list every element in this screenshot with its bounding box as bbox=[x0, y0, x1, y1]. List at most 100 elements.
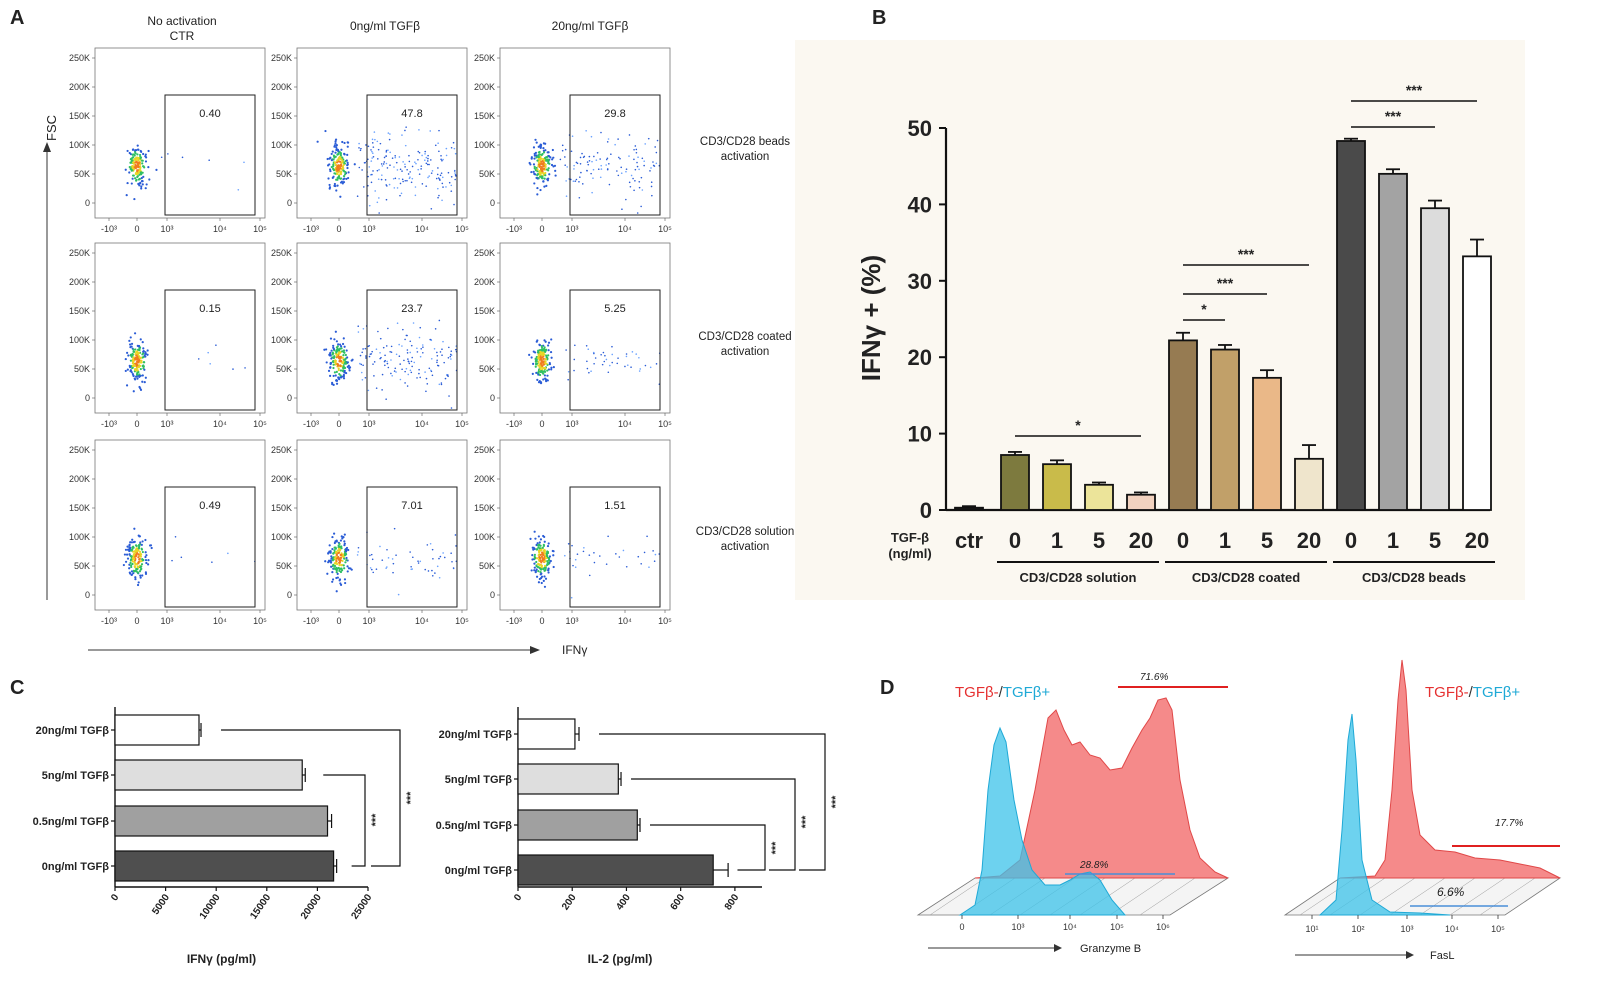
granzyme-pos-histogram bbox=[958, 726, 1127, 916]
x-tick-label: 0 bbox=[336, 419, 341, 429]
x-tick-label: 10⁴ bbox=[618, 616, 632, 626]
y-tick-label: 0 bbox=[287, 590, 292, 600]
bracket-3 bbox=[599, 733, 826, 871]
y-tick-label: 0 bbox=[287, 198, 292, 208]
bar-g3-0 bbox=[1336, 140, 1366, 511]
category-label: 0.5ng/ml TGFβ bbox=[436, 820, 513, 832]
fasl-tick-label: 10¹ bbox=[1305, 924, 1318, 934]
x-tick-label: 0 bbox=[134, 224, 139, 234]
panel-label-d: D bbox=[880, 677, 894, 699]
scatter-plot-r3-c1: 250K 200K 150K 100K 50K 0 -10³ 0 10³ 10⁴ 10⁵ 0.49 bbox=[69, 439, 267, 626]
x-tick-label: 10³ bbox=[160, 616, 173, 626]
y-tick-label: 50K bbox=[479, 561, 495, 571]
bar-g1-5-label: 5 bbox=[1093, 528, 1105, 553]
column-header-2: 0ng/ml TGFβ bbox=[350, 19, 420, 33]
x-tick-label: 10⁵ bbox=[658, 616, 672, 626]
row-label-line: activation bbox=[721, 346, 770, 358]
bar-g1-20 bbox=[1126, 493, 1156, 511]
granzyme-axis-label: Granzyme B bbox=[1080, 943, 1141, 955]
scatter-plot-r2-c1: 250K 200K 150K 100K 50K 0 -10³ 0 10³ 10⁴ 10⁵ 0.15 bbox=[69, 242, 267, 429]
granzyme-neg-histogram bbox=[974, 697, 1229, 879]
row-label-line: CD3/CD28 coated bbox=[698, 331, 791, 343]
x-tick-label: 10000 bbox=[198, 892, 223, 921]
x-tick-label: -10³ bbox=[303, 616, 319, 626]
plot-frame bbox=[94, 242, 266, 414]
x-tick-label: 10³ bbox=[362, 616, 375, 626]
x-tick-label: 0 bbox=[336, 224, 341, 234]
event-dots bbox=[124, 332, 246, 393]
y-tick-label: 20 bbox=[908, 345, 932, 370]
y-tick-label: 0 bbox=[287, 393, 292, 403]
x-tick-label: 10⁴ bbox=[618, 224, 632, 234]
bar-3 bbox=[114, 850, 335, 882]
scatter-plot-r1-c3: 250K 200K 150K 100K 50K 0 -10³ 0 10³ 10⁴ 10⁵ 29.8 bbox=[474, 47, 672, 234]
bar-g2-20-label: 20 bbox=[1297, 528, 1321, 553]
x-tick-label: -10³ bbox=[506, 224, 522, 234]
y-tick-label: 250K bbox=[69, 248, 90, 258]
significance-label: *** bbox=[1406, 82, 1423, 98]
bracket-1-label: *** bbox=[770, 841, 782, 855]
fasl-neg-histogram bbox=[1339, 659, 1561, 879]
y-tick-label: 0 bbox=[490, 590, 495, 600]
y-tick-label: 100K bbox=[474, 140, 495, 150]
group-label: CD3/CD28 coated bbox=[1192, 570, 1300, 585]
x-tick-label: 10⁵ bbox=[253, 419, 267, 429]
x-tick-label: -10³ bbox=[506, 419, 522, 429]
y-tick-label: 150K bbox=[69, 111, 90, 121]
y-tick-label: 0 bbox=[490, 393, 495, 403]
x-tick-label: -10³ bbox=[303, 224, 319, 234]
category-label: 20ng/ml TGFβ bbox=[439, 729, 513, 741]
y-tick-label: 50K bbox=[276, 364, 292, 374]
category-label: 0ng/ml TGFβ bbox=[42, 861, 110, 873]
gate-box bbox=[569, 94, 661, 216]
y-tick-label: 100K bbox=[69, 140, 90, 150]
fasl-axis-label: FasL bbox=[1430, 950, 1454, 962]
fasl-neg-pct: 17.7% bbox=[1495, 818, 1523, 829]
y-tick-label: 150K bbox=[69, 306, 90, 316]
granzyme-tick-label: 10⁶ bbox=[1156, 922, 1170, 932]
y-tick-label: 30 bbox=[908, 269, 932, 294]
fsc-axis-label: FSC bbox=[44, 115, 59, 141]
y-tick-label: 100K bbox=[474, 335, 495, 345]
event-dots bbox=[316, 126, 457, 214]
plot-frame bbox=[499, 439, 671, 611]
fsc-arrow-head bbox=[43, 142, 51, 152]
y-tick-label: 150K bbox=[474, 111, 495, 121]
scatter-plot-r2-c3: 250K 200K 150K 100K 50K 0 -10³ 0 10³ 10⁴ 10⁵ 5.25 bbox=[474, 242, 672, 429]
y-tick-label: 200K bbox=[271, 474, 292, 484]
y-tick-label: 0 bbox=[490, 198, 495, 208]
bar-g3-20 bbox=[1462, 255, 1492, 511]
y-tick-label: 250K bbox=[474, 53, 495, 63]
ifng-arrow-head bbox=[530, 646, 540, 654]
y-axis-label: IFNγ + (%) bbox=[856, 255, 886, 381]
y-tick-label: 150K bbox=[271, 306, 292, 316]
bar-g1-1-label: 1 bbox=[1051, 528, 1063, 553]
x-tick-label: 0 bbox=[539, 616, 544, 626]
x-tick-label: -10³ bbox=[101, 616, 117, 626]
y-tick-label: 100K bbox=[474, 532, 495, 542]
fasl-ticks: 10¹ 10² 10³ 10⁴ 10⁵ bbox=[1305, 915, 1505, 934]
significance-label: * bbox=[1075, 417, 1081, 433]
x-tick-label: -10³ bbox=[101, 419, 117, 429]
x-tick-label: 0 bbox=[512, 892, 524, 903]
granzyme-tick-label: 10⁵ bbox=[1110, 922, 1124, 932]
y-tick-label: 50K bbox=[276, 169, 292, 179]
y-tick-label: 100K bbox=[271, 335, 292, 345]
bar-g2-5-label: 5 bbox=[1261, 528, 1273, 553]
x-prefix-line2: (ng/ml) bbox=[888, 546, 931, 561]
il2-horizontal-bar-chart: 0 200 400 600 800 IL-2 (pg/ml) 20ng/ml TGFβ 5ng… bbox=[436, 707, 842, 966]
x-tick-label: 10³ bbox=[160, 419, 173, 429]
column-header-3: 20ng/ml TGFβ bbox=[552, 19, 629, 33]
bar-0 bbox=[517, 718, 576, 750]
gate-value: 0.49 bbox=[199, 500, 220, 512]
x-axis-label: IFNγ (pg/ml) bbox=[187, 952, 256, 966]
scatter-plot-r3-c2: 250K 200K 150K 100K 50K 0 -10³ 0 10³ 10⁴ 10⁵ 7.01 bbox=[271, 439, 469, 626]
plot-frame bbox=[94, 47, 266, 219]
bar-g2-5 bbox=[1252, 376, 1282, 511]
category-label: 0.5ng/ml TGFβ bbox=[33, 816, 110, 828]
bar-ctr-label: ctr bbox=[955, 528, 984, 553]
bar-g2-0-label: 0 bbox=[1177, 528, 1189, 553]
gate-box bbox=[569, 486, 661, 608]
y-tick-label: 50K bbox=[74, 364, 90, 374]
